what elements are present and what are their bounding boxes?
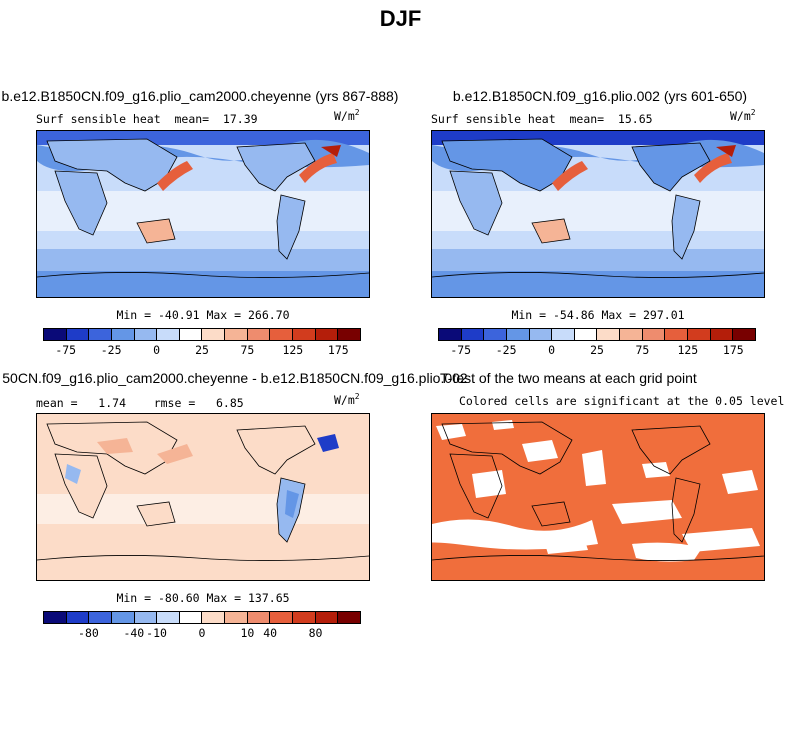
colorbar-cell <box>44 612 67 623</box>
colorbar-cell <box>157 329 180 340</box>
colorbar-cell <box>134 612 158 623</box>
panel4-title: T-test of the two means at each grid poi… <box>440 370 697 386</box>
colorbar-cell <box>44 329 67 340</box>
panel1-title: b.e12.B1850CN.f09_g16.plio_cam2000.cheye… <box>1 88 399 104</box>
colorbar-cell <box>247 329 271 340</box>
panel1-subtitle: Surf sensible heat mean= 17.39 <box>36 112 258 126</box>
colorbar-tick-label: 0 <box>198 626 206 640</box>
colorbar-cell <box>111 612 135 623</box>
colorbar-tick-label: 75 <box>635 343 650 357</box>
panel1-map <box>36 130 370 298</box>
panel1-units: W/m2 <box>334 108 360 123</box>
panel3-map-svg <box>37 414 369 580</box>
colorbar-cell <box>293 329 316 340</box>
colorbar-cell <box>270 329 294 340</box>
colorbar-cell <box>270 612 294 623</box>
panel1-minmax: Min = -40.91 Max = 266.70 <box>116 308 290 322</box>
colorbar-tick-label: 125 <box>677 343 699 357</box>
colorbar-tick-label: 25 <box>590 343 604 357</box>
colorbar-tick-label: -10 <box>146 626 167 640</box>
colorbar-cell <box>202 612 226 623</box>
colorbar-tick-label: 75 <box>240 343 255 357</box>
colorbar-cell <box>157 612 180 623</box>
panel2-subtitle: Surf sensible heat mean= 15.65 <box>431 112 653 126</box>
panel2-map <box>431 130 765 298</box>
colorbar-cell <box>89 612 112 623</box>
colorbar-cell <box>642 329 666 340</box>
colorbar-cell <box>620 329 643 340</box>
panel1-colorbar-labels: -75 -25 0 25 75 125 175 <box>43 341 361 357</box>
panel3-colorbar-wrap: -80 -40 -10 0 10 40 80 <box>43 611 361 643</box>
colorbar-tick-label: 175 <box>327 343 349 357</box>
colorbar-cell <box>665 329 689 340</box>
colorbar-cell <box>710 329 734 340</box>
colorbar-cell <box>688 329 711 340</box>
colorbar-tick-label: 0 <box>153 343 161 357</box>
panel4-map <box>431 413 765 581</box>
panel2-map-svg <box>432 131 764 297</box>
colorbar-cell <box>134 329 158 340</box>
panel3-map <box>36 413 370 581</box>
panel3-colorbar-labels: -80 -40 -10 0 10 40 80 <box>43 624 361 640</box>
colorbar-tick-label: -25 <box>100 343 122 357</box>
panel3-minmax: Min = -80.60 Max = 137.65 <box>116 591 290 605</box>
panel1-colorbar-wrap: -75 -25 0 25 75 125 175 <box>43 328 361 360</box>
panel3-units: W/m2 <box>334 392 360 407</box>
colorbar-tick-label: -25 <box>495 343 517 357</box>
panel3-subtitle: mean = 1.74 rmse = 6.85 <box>36 396 244 410</box>
colorbar-cell <box>597 329 621 340</box>
colorbar-cell <box>484 329 507 340</box>
colorbar-cell <box>293 612 316 623</box>
panel4-subtitle: Colored cells are significant at the 0.0… <box>459 394 785 408</box>
colorbar-tick-label: -75 <box>55 343 77 357</box>
colorbar-tick-label: 10 <box>240 626 255 640</box>
colorbar-cell <box>552 329 575 340</box>
colorbar-cell <box>66 612 90 623</box>
panel3-title: 50CN.f09_g16.plio_cam2000.cheyenne - b.e… <box>2 370 468 386</box>
colorbar-cell <box>315 329 339 340</box>
colorbar-cell <box>179 329 203 340</box>
colorbar-cell <box>179 612 203 623</box>
panel2-colorbar <box>438 328 756 341</box>
colorbar-cell <box>338 329 360 340</box>
colorbar-tick-label: -80 <box>78 626 99 640</box>
colorbar-cell <box>66 329 90 340</box>
panel1-map-svg <box>37 131 369 297</box>
colorbar-tick-label: 25 <box>195 343 209 357</box>
page-title: DJF <box>379 6 422 31</box>
colorbar-cell <box>439 329 462 340</box>
panel2-minmax: Min = -54.86 Max = 297.01 <box>511 308 685 322</box>
colorbar-tick-label: 40 <box>263 626 278 640</box>
colorbar-tick-label: 80 <box>308 626 323 640</box>
colorbar-cell <box>225 612 248 623</box>
colorbar-cell <box>574 329 598 340</box>
colorbar-cell <box>111 329 135 340</box>
colorbar-tick-label: -40 <box>123 626 145 640</box>
colorbar-cell <box>529 329 553 340</box>
colorbar-tick-label: 0 <box>548 343 556 357</box>
colorbar-cell <box>247 612 271 623</box>
colorbar-cell <box>89 329 112 340</box>
colorbar-cell <box>506 329 530 340</box>
panel1-colorbar <box>43 328 361 341</box>
colorbar-cell <box>338 612 360 623</box>
colorbar-tick-label: -75 <box>450 343 472 357</box>
colorbar-cell <box>225 329 248 340</box>
panel2-colorbar-wrap: -75 -25 0 25 75 125 175 <box>438 328 756 360</box>
panel2-colorbar-labels: -75 -25 0 25 75 125 175 <box>438 341 756 357</box>
panel3-colorbar <box>43 611 361 624</box>
colorbar-cell <box>315 612 339 623</box>
panel2-title: b.e12.B1850CN.f09_g16.plio.002 (yrs 601-… <box>452 88 748 104</box>
colorbar-tick-label: 175 <box>722 343 744 357</box>
colorbar-cell <box>461 329 485 340</box>
panel4-map-svg <box>432 414 764 580</box>
colorbar-tick-label: 125 <box>282 343 304 357</box>
panel2-units: W/m2 <box>730 108 756 123</box>
colorbar-cell <box>202 329 226 340</box>
colorbar-cell <box>733 329 755 340</box>
